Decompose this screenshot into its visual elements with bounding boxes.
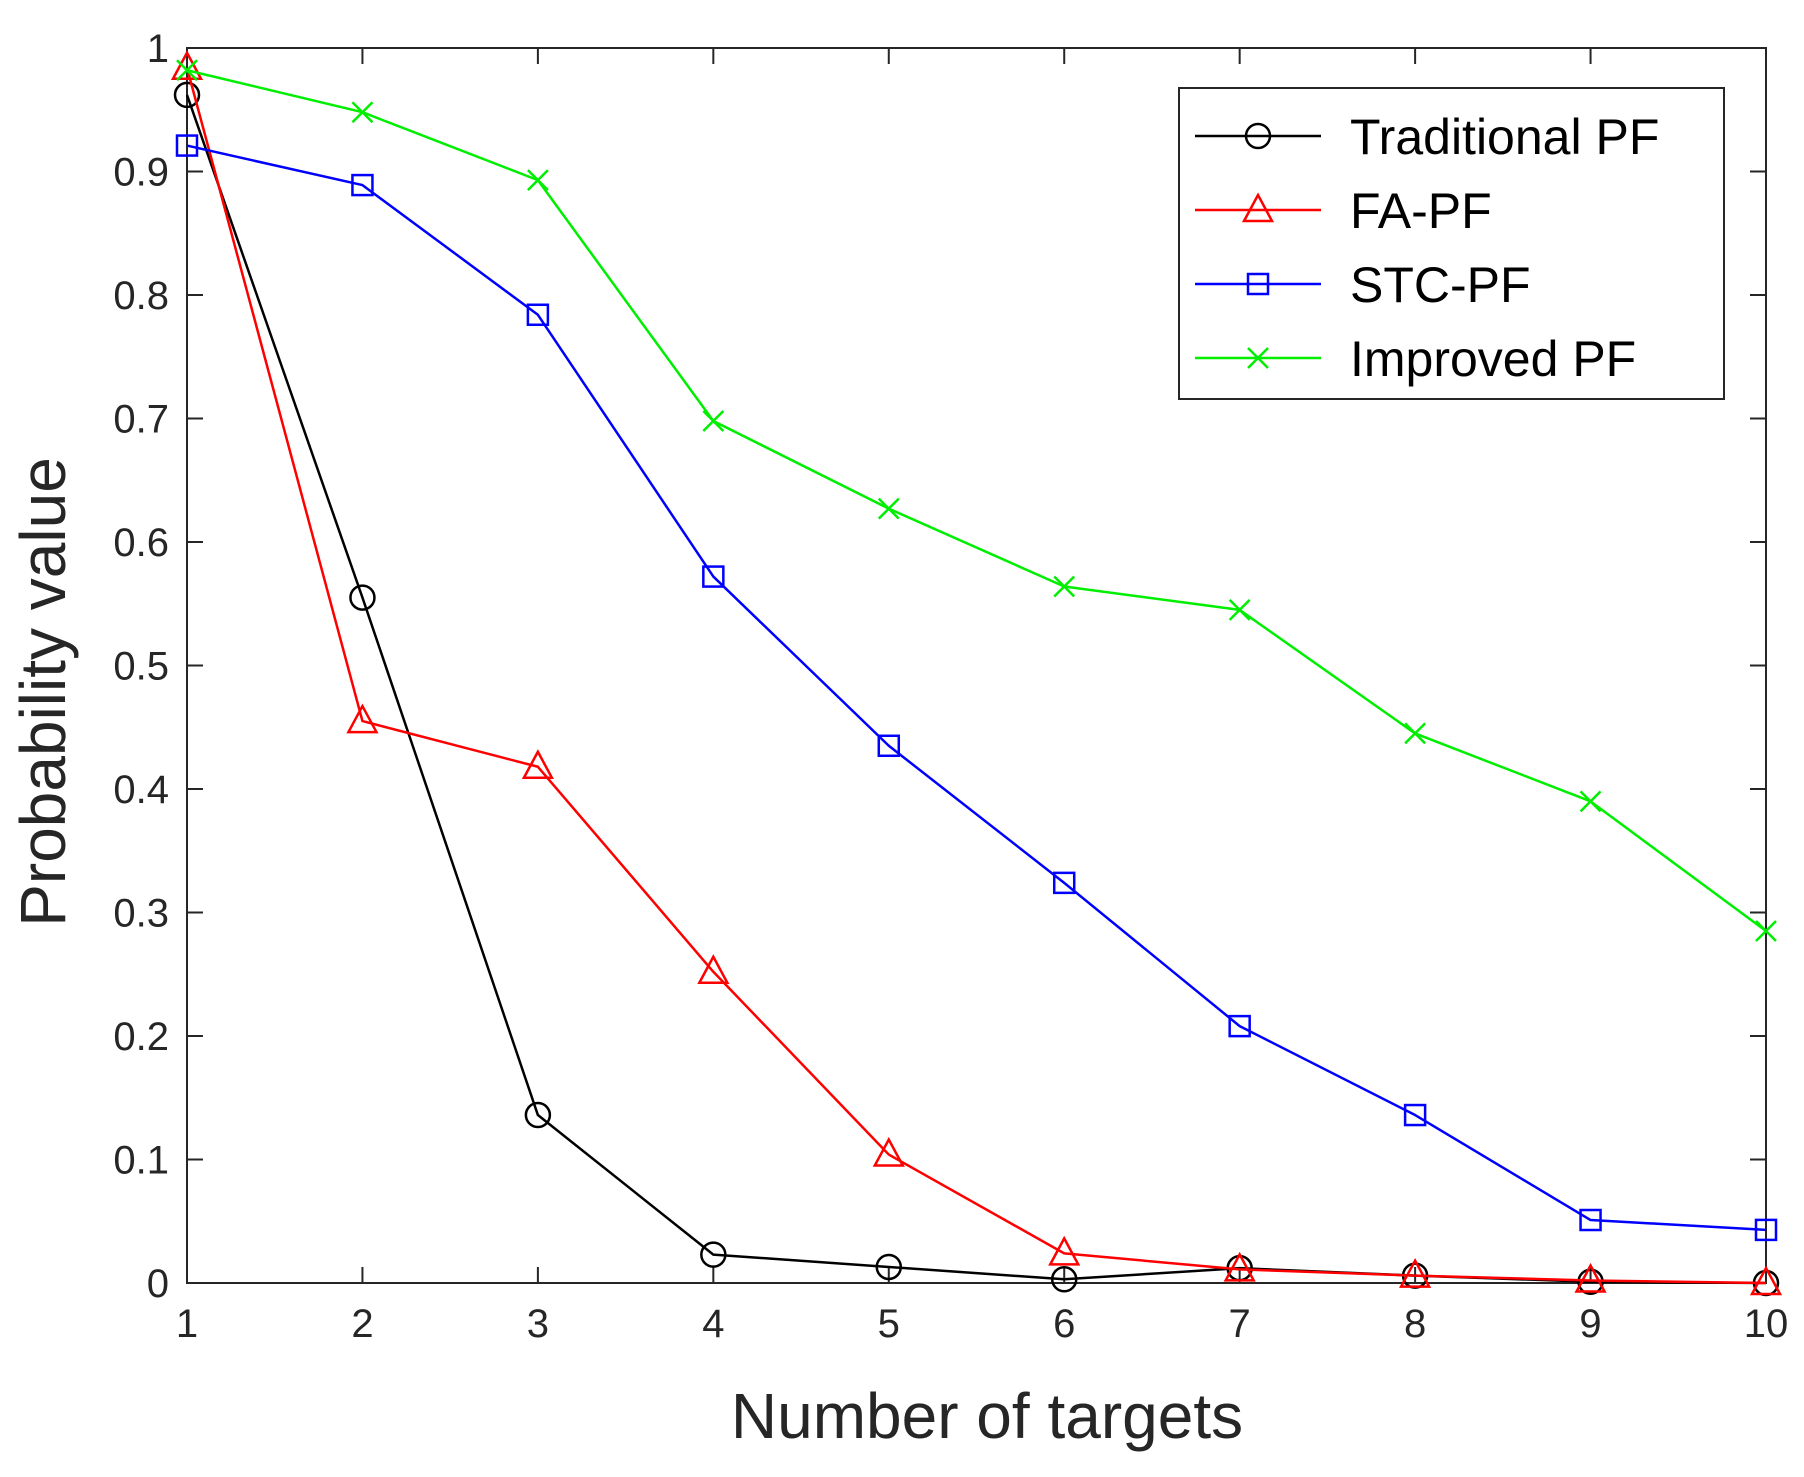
data-point-fa-pf — [1574, 1262, 1607, 1293]
x-axis-title: Number of targets — [731, 1380, 1243, 1452]
legend-marker-traditional-pf — [1244, 122, 1272, 150]
legend-marker-improved-pf — [1247, 347, 1269, 369]
data-point-stc-pf — [526, 303, 550, 327]
data-point-traditional-pf — [1050, 1266, 1078, 1293]
data-point-fa-pf — [1048, 1235, 1081, 1266]
plot-area: 1 2 3 4 5 6 7 8 9 10 0 0.1 0.2 0.3 0.4 0.5 0.6 0.7 0.8 0.9 1… — [113, 27, 1788, 1346]
data-point-fa-pf — [872, 1136, 905, 1167]
x-tick-label: 5 — [878, 1302, 900, 1346]
y-tick-label: 0.5 — [113, 645, 169, 689]
y-axis-title: Probability value — [7, 457, 79, 927]
data-point-fa-pf — [1749, 1265, 1783, 1296]
data-point-improved-pf — [1228, 599, 1251, 621]
series-fa-pf — [170, 50, 1783, 1296]
data-point-improved-pf — [702, 410, 725, 432]
data-point-stc-pf — [1052, 871, 1076, 895]
y-tick-label: 0.2 — [113, 1015, 169, 1059]
x-tick-label: 6 — [1053, 1302, 1075, 1346]
series-line-fa-pf — [185, 67, 1767, 1285]
data-point-improved-pf — [176, 59, 198, 82]
y-tick-label: 0.8 — [113, 274, 169, 318]
x-tick-label: 2 — [351, 1302, 373, 1346]
data-point-improved-pf — [527, 169, 549, 192]
data-point-traditional-pf — [349, 584, 376, 611]
x-tick-label: 9 — [1579, 1302, 1601, 1346]
data-point-stc-pf — [1228, 1014, 1251, 1038]
legend-marker-fa-pf — [1241, 192, 1275, 223]
y-tick-label: 1 — [147, 27, 169, 71]
data-point-stc-pf — [702, 565, 725, 588]
data-point-fa-pf — [521, 749, 554, 780]
y-tick-label: 0.4 — [113, 768, 169, 812]
legend-label-traditional-pf: Traditional PF — [1350, 109, 1659, 165]
x-tick-label: 1 — [176, 1302, 198, 1346]
data-point-fa-pf — [1223, 1251, 1256, 1282]
y-tick-label: 0.6 — [113, 521, 169, 565]
x-tick-label: 8 — [1404, 1302, 1426, 1346]
data-point-fa-pf — [1399, 1257, 1432, 1288]
data-point-stc-pf — [351, 173, 374, 197]
series-line-stc-pf — [186, 144, 1767, 1232]
series-stc-pf — [175, 134, 1778, 1242]
data-point-improved-pf — [1755, 920, 1777, 942]
data-point-improved-pf — [1053, 575, 1076, 598]
y-tick-label: 0.7 — [113, 398, 169, 442]
y-tick-label: 0 — [147, 1262, 169, 1306]
y-tick-label: 0.1 — [113, 1139, 169, 1183]
data-point-improved-pf — [1404, 722, 1426, 745]
data-point-stc-pf — [1579, 1208, 1602, 1232]
legend-label-improved-pf: Improved PF — [1350, 331, 1636, 387]
x-tick-label: 10 — [1744, 1302, 1789, 1346]
data-point-traditional-pf — [173, 81, 201, 109]
data-point-fa-pf — [170, 50, 204, 81]
x-tick-label: 4 — [702, 1302, 724, 1346]
data-point-stc-pf — [877, 734, 901, 758]
data-point-stc-pf — [175, 134, 199, 157]
y-tick-label: 0.9 — [113, 151, 169, 195]
legend: Traditional PF FA-PF STC-PF Improved PF — [1178, 87, 1725, 400]
data-point-improved-pf — [877, 497, 900, 520]
data-point-improved-pf — [1579, 790, 1602, 813]
data-point-fa-pf — [697, 954, 730, 985]
data-point-traditional-pf — [524, 1101, 552, 1129]
data-point-improved-pf — [351, 101, 374, 124]
series-line-improved-pf — [186, 69, 1767, 933]
series-improved-pf — [176, 59, 1777, 942]
legend-label-stc-pf: STC-PF — [1350, 257, 1531, 313]
x-tick-label: 7 — [1229, 1302, 1251, 1346]
y-tick-label: 0.3 — [113, 892, 169, 936]
data-point-stc-pf — [1754, 1218, 1778, 1242]
data-point-traditional-pf — [875, 1253, 903, 1281]
legend-marker-stc-pf — [1246, 272, 1270, 296]
data-point-fa-pf — [346, 703, 379, 734]
x-tick-label: 3 — [527, 1302, 549, 1346]
legend-label-fa-pf: FA-PF — [1350, 183, 1492, 239]
data-point-traditional-pf — [700, 1241, 727, 1268]
data-point-stc-pf — [1403, 1103, 1427, 1127]
